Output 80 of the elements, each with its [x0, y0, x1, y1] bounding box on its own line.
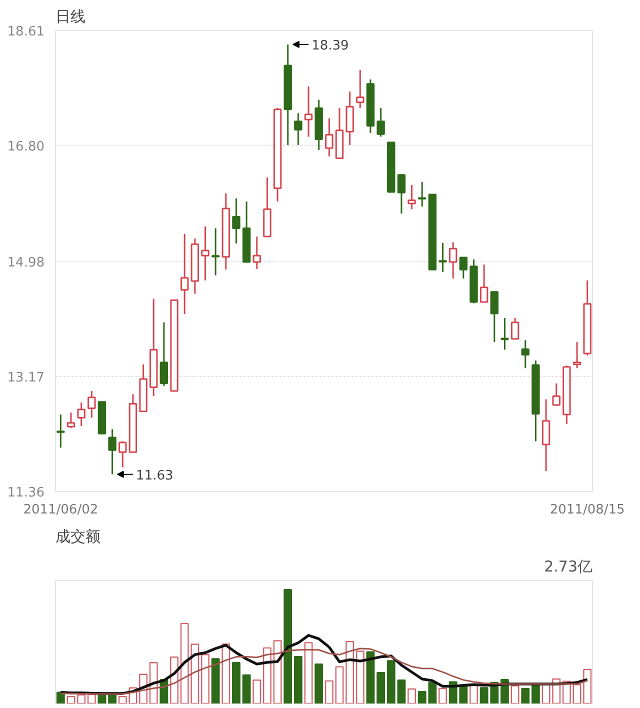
bar — [346, 640, 354, 704]
annotation: 11.63 — [136, 468, 174, 484]
chart-title: 成交额 — [56, 528, 100, 546]
candlestick — [252, 236, 261, 270]
candlestick — [325, 118, 334, 158]
candlestick — [510, 317, 520, 340]
bar — [284, 589, 292, 704]
candlestick — [418, 181, 426, 208]
candlestick — [500, 317, 509, 350]
candlestick — [304, 86, 313, 138]
bar — [510, 685, 520, 704]
candlestick — [232, 198, 240, 244]
bar — [201, 654, 210, 704]
bar — [108, 694, 117, 704]
candlestick — [408, 184, 416, 210]
y-tick-label: 14.98 — [7, 255, 44, 270]
bar — [376, 672, 386, 704]
candlestick — [201, 226, 210, 282]
bar — [314, 663, 324, 704]
bar — [273, 640, 282, 704]
bar — [252, 680, 262, 704]
candlestick — [294, 112, 302, 146]
bar — [552, 678, 561, 704]
y-tick-label: 13.17 — [7, 370, 44, 386]
candlestick — [438, 242, 447, 273]
bar — [335, 666, 344, 704]
candlestick — [448, 241, 458, 280]
candlestick — [77, 402, 86, 427]
candlestick — [118, 440, 127, 468]
annotation: 18.39 — [312, 38, 349, 54]
bar — [294, 656, 302, 704]
bar — [304, 642, 313, 704]
bar — [222, 643, 230, 704]
bar — [139, 674, 148, 704]
bar — [66, 696, 76, 704]
bar — [438, 688, 447, 704]
y-tick-label: 11.36 — [7, 486, 44, 500]
bar — [242, 674, 251, 704]
bar — [542, 684, 550, 704]
candlestick — [66, 412, 76, 429]
bar — [232, 662, 240, 704]
candlestick — [552, 382, 560, 406]
candlestick — [542, 398, 550, 472]
bar — [366, 651, 375, 704]
x-tick-label: 2011/08/15 — [550, 502, 625, 518]
candlestick — [211, 228, 220, 276]
candlestick — [376, 107, 385, 138]
bar — [583, 668, 592, 704]
bar — [470, 684, 478, 704]
candlestick — [356, 69, 364, 109]
candlestick — [397, 173, 406, 214]
candlestick — [56, 414, 65, 448]
bar — [77, 694, 86, 704]
bar — [170, 656, 178, 704]
candlestick — [490, 291, 498, 343]
candlestick — [180, 233, 189, 315]
chart-title: 日线 — [56, 8, 86, 26]
text: 2.73亿 — [544, 558, 593, 576]
bar — [262, 647, 272, 704]
candlestick — [108, 428, 116, 476]
bar — [324, 680, 334, 704]
bar — [149, 662, 158, 704]
bar — [572, 684, 582, 704]
x-tick-label: 2011/06/02 — [23, 502, 98, 518]
y-tick-label: 16.80 — [7, 140, 44, 155]
candlestick — [480, 264, 488, 303]
bar — [408, 688, 416, 704]
bar — [56, 692, 65, 704]
y-tick-label: 18.61 — [7, 24, 44, 40]
bar — [531, 684, 540, 704]
bar — [521, 688, 530, 704]
bar — [87, 694, 96, 704]
candlestick — [160, 322, 168, 387]
bar — [562, 680, 571, 704]
candlestick — [459, 256, 468, 280]
bar — [356, 650, 364, 704]
bar — [211, 658, 220, 704]
candlestick — [521, 339, 530, 369]
candlestick — [88, 390, 96, 418]
candlestick — [572, 341, 582, 369]
